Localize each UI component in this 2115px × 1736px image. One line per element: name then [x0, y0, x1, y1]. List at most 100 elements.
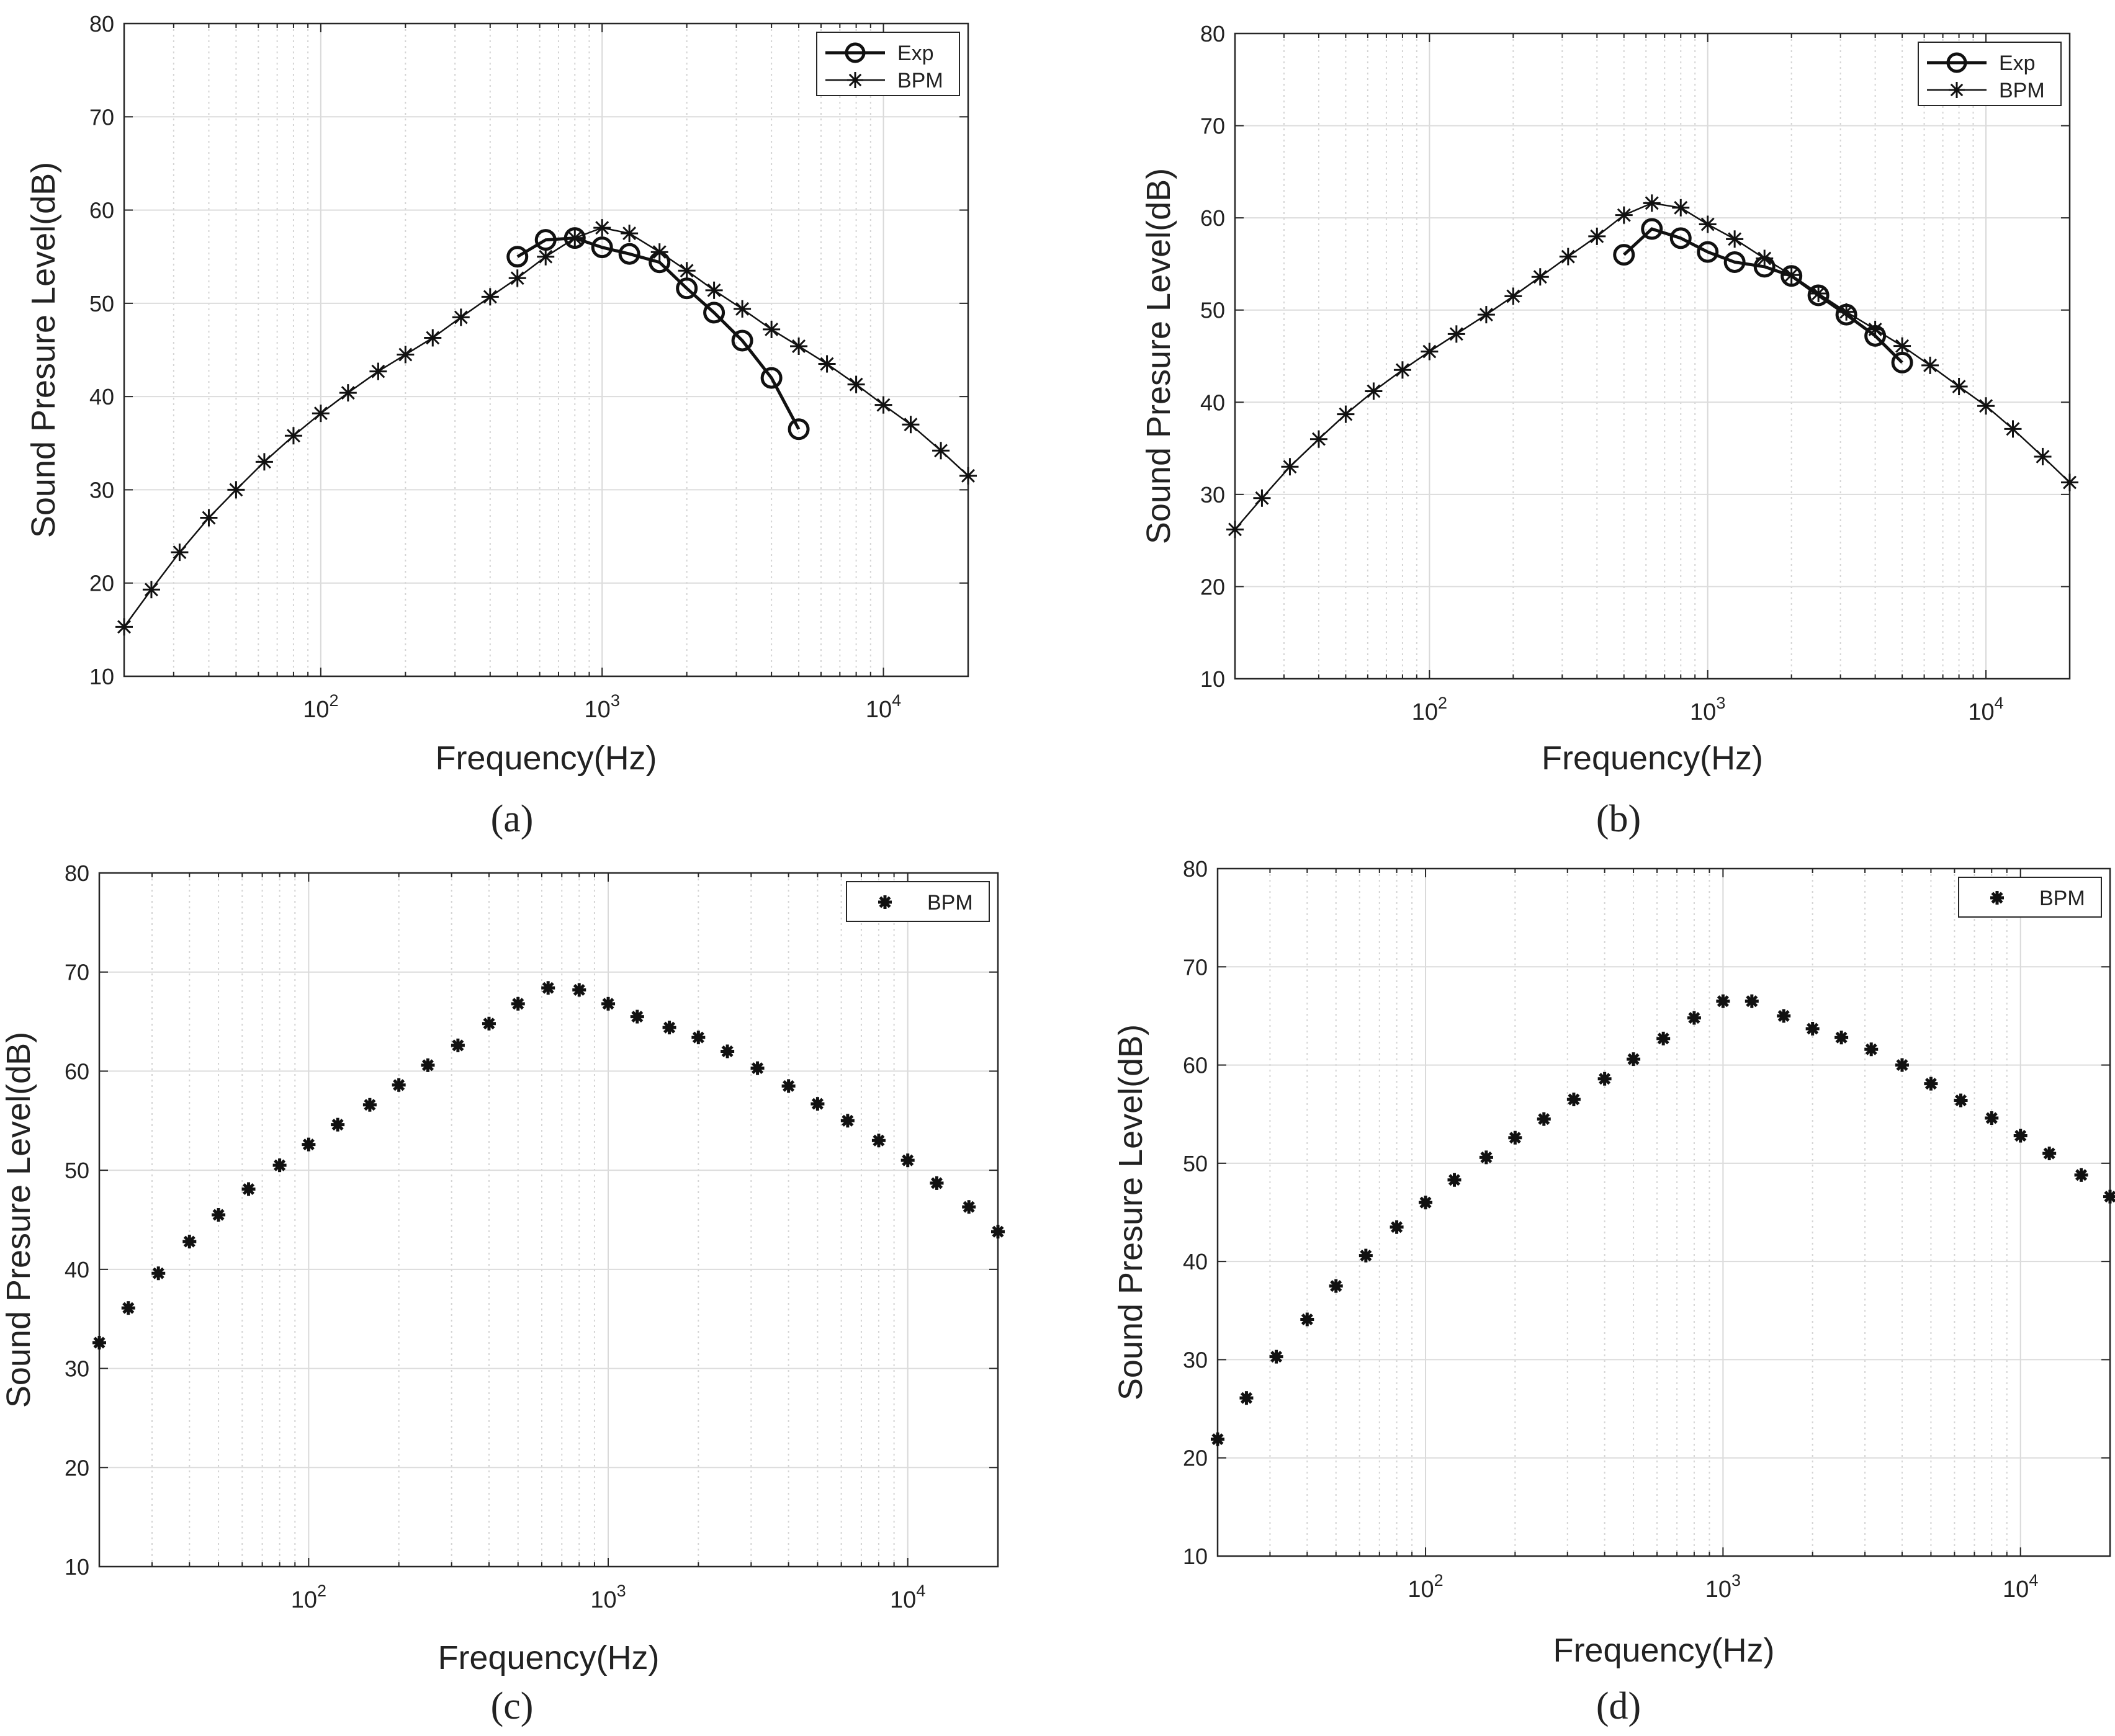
data-point: [1447, 1173, 1462, 1187]
data-point: [731, 329, 753, 352]
y-tick-label: 30: [1183, 1347, 1208, 1372]
data-point: [392, 1078, 406, 1092]
plot-area: [1218, 869, 2110, 1556]
data-point: [1390, 1220, 1404, 1234]
data-point: [182, 1235, 197, 1249]
y-tick-label: 10: [89, 664, 114, 689]
y-tick-label: 80: [89, 11, 114, 37]
data-point: [1924, 1076, 1938, 1091]
y-tick-label: 20: [89, 571, 114, 596]
data-point: [991, 1225, 1005, 1239]
x-axis-label: Frequency(Hz): [1542, 740, 1763, 777]
data-point: [1613, 244, 1635, 266]
y-tick-label: 70: [65, 960, 89, 985]
data-point: [1985, 1111, 1999, 1125]
data-point: [142, 581, 160, 599]
data-point: [1419, 1196, 1433, 1210]
axes-box: [123, 22, 969, 678]
legend: BPM: [1958, 877, 2102, 918]
data-point: [1950, 378, 1968, 396]
data-point: [1643, 194, 1661, 212]
y-axis-label: Sound Presure Level(dB): [0, 1032, 37, 1408]
legend-label: BPM: [897, 69, 943, 92]
data-point: [255, 453, 273, 471]
legend-marker: [1946, 52, 1967, 73]
data-point: [1559, 248, 1577, 266]
x-tick-label: 103: [1705, 1571, 1741, 1603]
y-tick-label: 40: [65, 1257, 89, 1282]
data-point: [593, 219, 611, 237]
y-tick-label: 30: [89, 477, 114, 503]
data-point: [721, 1044, 735, 1058]
x-tick-label: 102: [1408, 1571, 1443, 1603]
data-point: [1954, 1093, 1968, 1107]
data-point: [1269, 1349, 1283, 1364]
data-point: [847, 375, 865, 393]
data-point: [760, 367, 783, 389]
data-point: [1810, 284, 1828, 302]
data-point: [1756, 249, 1774, 267]
data-point: [151, 1266, 166, 1281]
data-point: [171, 544, 189, 562]
legend: Exp BPM: [816, 32, 960, 96]
data-point: [1641, 218, 1663, 240]
data-point: [1777, 1009, 1791, 1023]
data-point: [1566, 1092, 1581, 1106]
legend: BPM: [846, 881, 990, 922]
panel-caption: (d): [1596, 1685, 1641, 1727]
data-point: [750, 1061, 765, 1075]
data-point: [763, 320, 781, 338]
data-point: [1300, 1312, 1314, 1327]
data-point: [1669, 227, 1692, 249]
data-point: [1716, 994, 1730, 1008]
data-point: [312, 405, 330, 423]
y-tick-label: 80: [65, 861, 89, 886]
data-point: [840, 1114, 855, 1128]
y-tick-label: 30: [65, 1356, 89, 1382]
y-tick-label: 10: [65, 1554, 89, 1580]
y-tick-label: 50: [1183, 1151, 1208, 1176]
x-tick-label: 102: [303, 691, 338, 723]
data-point: [932, 442, 950, 460]
legend-marker: [845, 42, 866, 63]
grid: [99, 872, 999, 1567]
y-tick-label: 80: [1183, 856, 1208, 882]
data-point: [790, 337, 808, 355]
y-tick-label: 60: [1183, 1053, 1208, 1078]
axes-box: [98, 872, 999, 1568]
data-point: [781, 1079, 796, 1093]
data-point: [959, 467, 977, 485]
chart-panel: 10 20 30 40 50 60 70 80 102 103 104 Frequency(Hz) So…: [25, 11, 977, 840]
data-point: [621, 225, 639, 243]
data-point: [630, 1009, 644, 1024]
data-point: [1537, 1112, 1551, 1126]
data-point: [1921, 356, 1939, 374]
data-point: [618, 243, 640, 265]
data-point: [1805, 1022, 1820, 1036]
axes-box: [1234, 32, 2071, 680]
data-point: [227, 481, 245, 499]
series-bpm: [1211, 994, 2115, 1446]
y-tick-label: 60: [89, 198, 114, 223]
data-point: [1672, 199, 1690, 217]
data-point: [272, 1158, 287, 1173]
data-point: [962, 1200, 976, 1214]
data-point: [1508, 1130, 1522, 1145]
y-tick-label: 80: [1200, 21, 1225, 47]
x-axis-label: Frequency(Hz): [1553, 1632, 1774, 1669]
y-axis-label: Sound Presure Level(dB): [25, 162, 62, 538]
data-point: [331, 1117, 345, 1132]
data-point: [601, 996, 616, 1011]
data-point: [1977, 397, 1995, 415]
data-point: [1697, 241, 1719, 263]
data-point: [2103, 1189, 2115, 1204]
x-axis-label: Frequency(Hz): [435, 740, 657, 777]
data-point: [591, 236, 613, 259]
data-point: [650, 243, 668, 261]
data-point: [703, 302, 725, 324]
x-tick-label: 103: [1690, 694, 1725, 725]
data-point: [874, 396, 892, 414]
plot-area: [1235, 34, 2070, 679]
y-tick-label: 50: [65, 1158, 89, 1183]
